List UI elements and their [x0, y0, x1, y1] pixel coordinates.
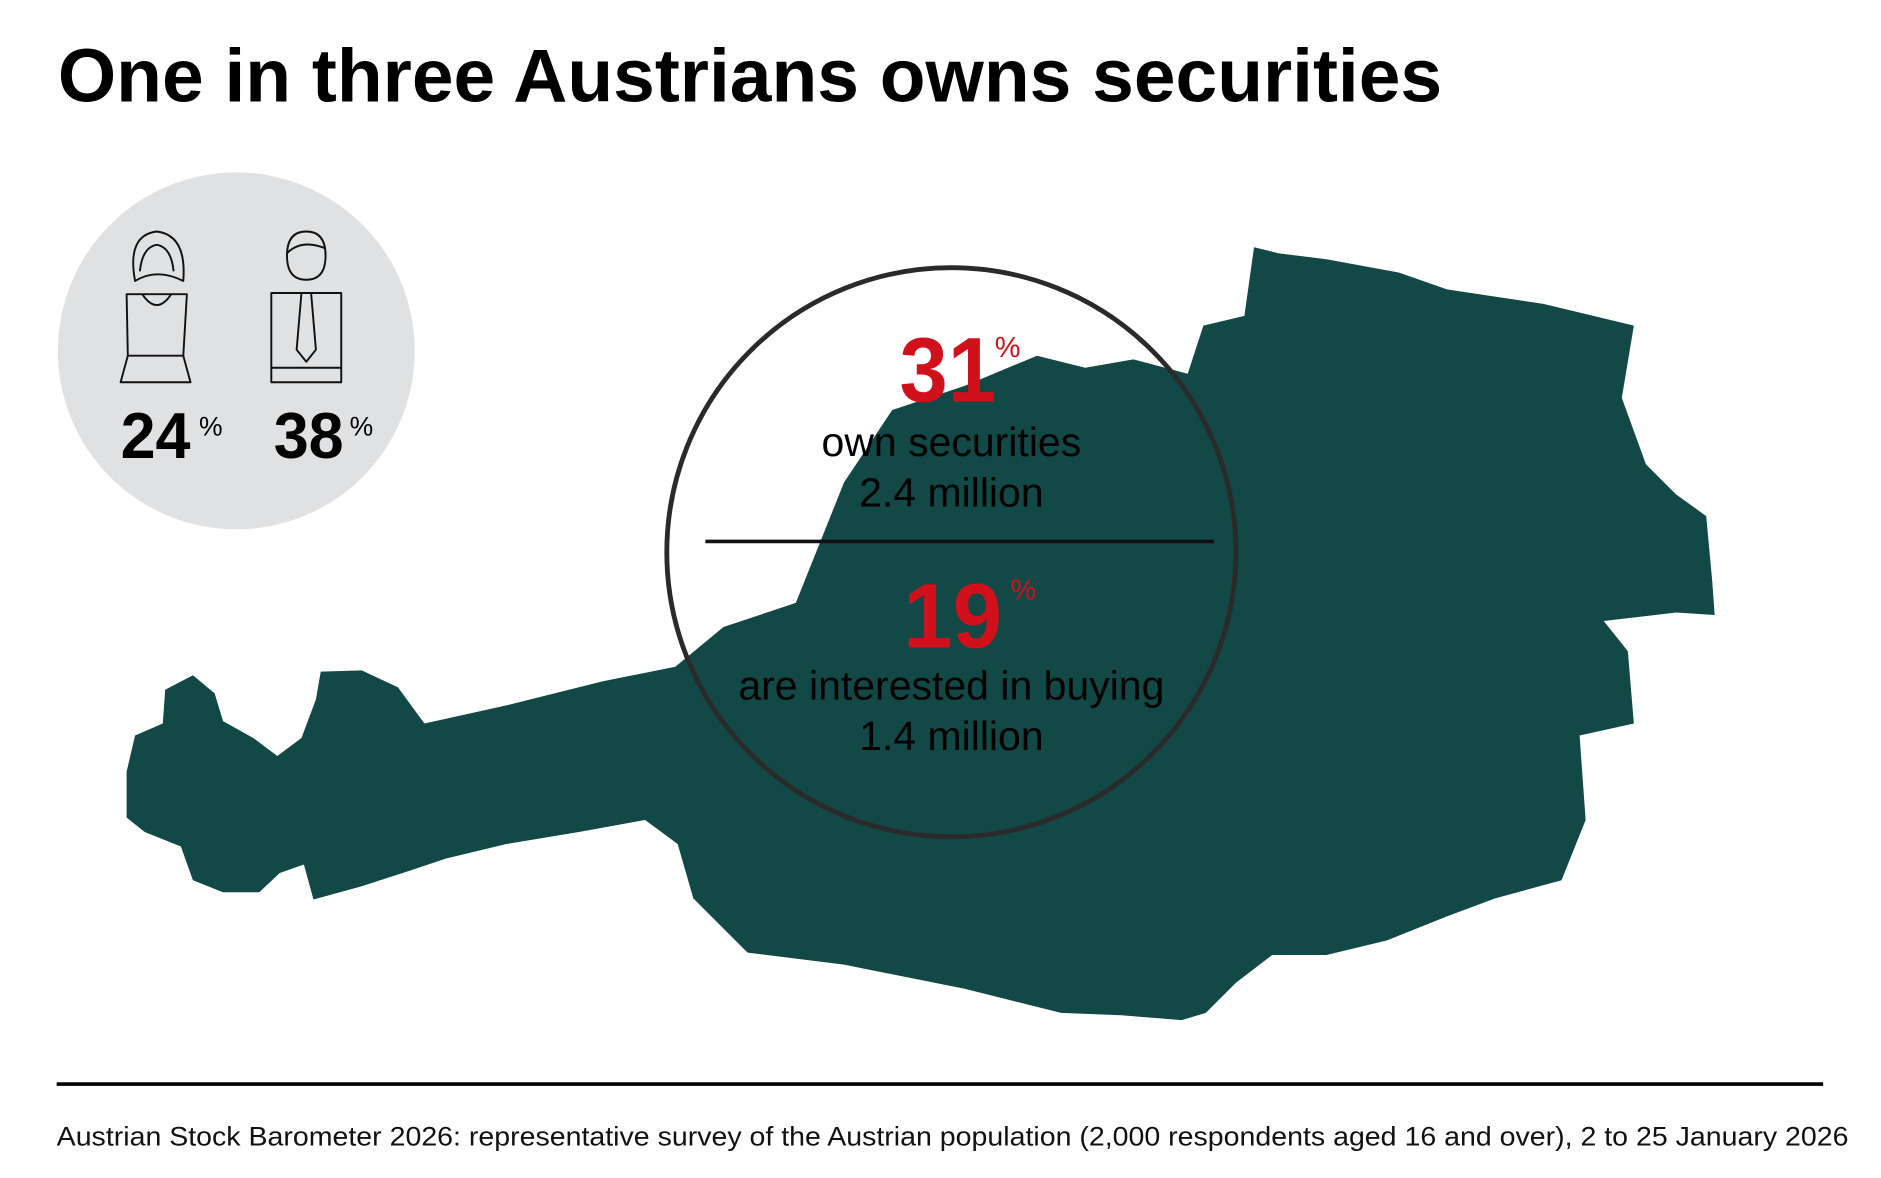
owners-share: 31 [900, 320, 996, 422]
buyers-share: 19 [903, 566, 1002, 668]
highlight-bubble [664, 265, 1239, 840]
content: One in three Austrians owns securities 2… [56, 33, 1849, 1152]
men-share: 38 [274, 399, 344, 472]
owners-label: own securities [822, 419, 1082, 465]
woman-icon [119, 230, 192, 384]
footnote: Austrian Stock Barometer 2026: represent… [57, 1122, 1849, 1152]
buyers-unit: % [1010, 574, 1036, 606]
buyers-label: are interested in buying [738, 662, 1164, 708]
owners-count: 2.4 million [859, 469, 1044, 515]
women-share: 24 [121, 399, 191, 472]
man-icon [270, 230, 343, 384]
title: One in three Austrians owns securities [58, 33, 1442, 117]
gender-bubble [57, 172, 415, 530]
men-unit: % [350, 411, 374, 441]
buyers-count: 1.4 million [859, 713, 1044, 759]
owners-unit: % [995, 332, 1021, 364]
women-unit: % [199, 411, 223, 441]
